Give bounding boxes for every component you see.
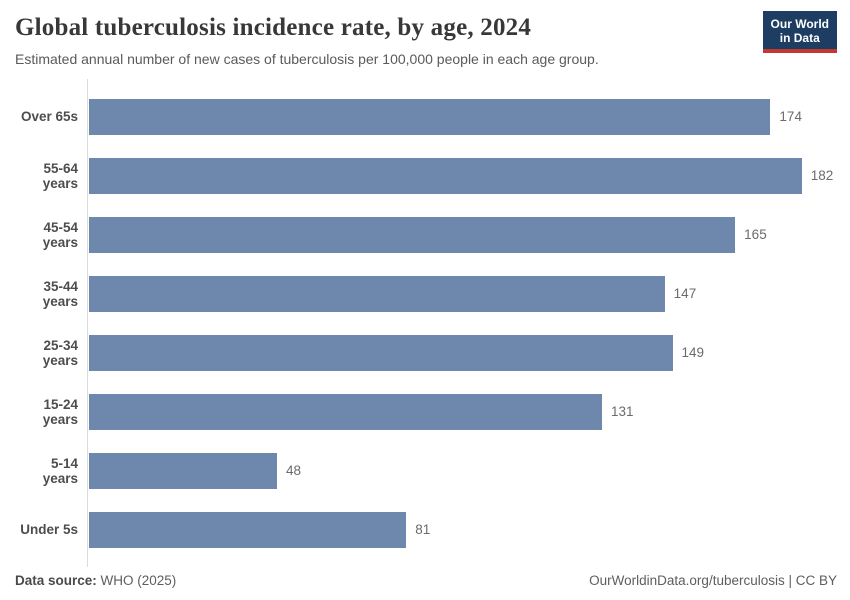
bar-track: 48 (87, 452, 837, 489)
bar[interactable] (89, 98, 771, 135)
chart-subtitle: Estimated annual number of new cases of … (15, 51, 599, 67)
category-label: 55-64 years (42, 160, 78, 191)
value-label: 182 (810, 168, 834, 183)
bar-row: 5-14 years 48 (15, 442, 837, 500)
category-label: Over 65s (20, 109, 78, 124)
category-label: Under 5s (20, 522, 78, 537)
data-source: Data source: WHO (2025) (15, 573, 176, 588)
chart-footer: Data source: WHO (2025) OurWorldinData.o… (15, 567, 837, 588)
value-label: 149 (681, 345, 705, 360)
value-label: 174 (779, 109, 802, 124)
bar-track: 131 (87, 393, 837, 430)
y-axis-line (87, 79, 88, 567)
bar-track: 149 (87, 334, 837, 371)
bar-track: 165 (87, 216, 837, 253)
bar[interactable] (89, 275, 665, 312)
category-label: 5-14 years (42, 455, 78, 486)
bar-chart: Over 65s 174 55-64 years 182 45-54 years… (15, 79, 837, 567)
value-label: 165 (744, 227, 767, 242)
category-label: 15-24 years (42, 396, 78, 427)
value-label: 131 (611, 404, 634, 419)
bar[interactable] (89, 157, 802, 194)
bar[interactable] (89, 452, 277, 489)
attribution: OurWorldinData.org/tuberculosis | CC BY (589, 573, 837, 588)
bar-row: 45-54 years 165 (15, 206, 837, 264)
bar[interactable] (89, 393, 603, 430)
title-block: Global tuberculosis incidence rate, by a… (15, 10, 599, 67)
bar-row: 35-44 years 147 (15, 265, 837, 323)
bar-row: 55-64 years 182 (15, 147, 837, 205)
value-label: 48 (285, 463, 301, 478)
category-label: 45-54 years (42, 219, 78, 250)
category-label: 25-34 years (42, 337, 78, 368)
data-source-label: Data source: (15, 573, 97, 588)
bar[interactable] (89, 334, 673, 371)
category-label: 35-44 years (42, 278, 78, 309)
value-label: 81 (415, 522, 431, 537)
owid-logo: Our World in Data (762, 11, 837, 53)
bar-track: 81 (87, 511, 837, 548)
owid-logo-line1: Our World (770, 17, 829, 31)
owid-logo-line2: in Data (779, 31, 820, 45)
bar-track: 182 (87, 157, 837, 194)
bar-track: 147 (87, 275, 837, 312)
value-label: 147 (673, 286, 697, 301)
bar-row: Under 5s 81 (15, 501, 837, 559)
bar-row: 25-34 years 149 (15, 324, 837, 382)
chart-header: Global tuberculosis incidence rate, by a… (15, 10, 837, 67)
bar[interactable] (89, 216, 736, 253)
bar-row: Over 65s 174 (15, 88, 837, 146)
bar-row: 15-24 years 131 (15, 383, 837, 441)
chart-title: Global tuberculosis incidence rate, by a… (15, 14, 532, 41)
bar[interactable] (89, 511, 407, 548)
data-source-value: WHO (2025) (96, 573, 177, 588)
bar-track: 174 (87, 98, 837, 135)
